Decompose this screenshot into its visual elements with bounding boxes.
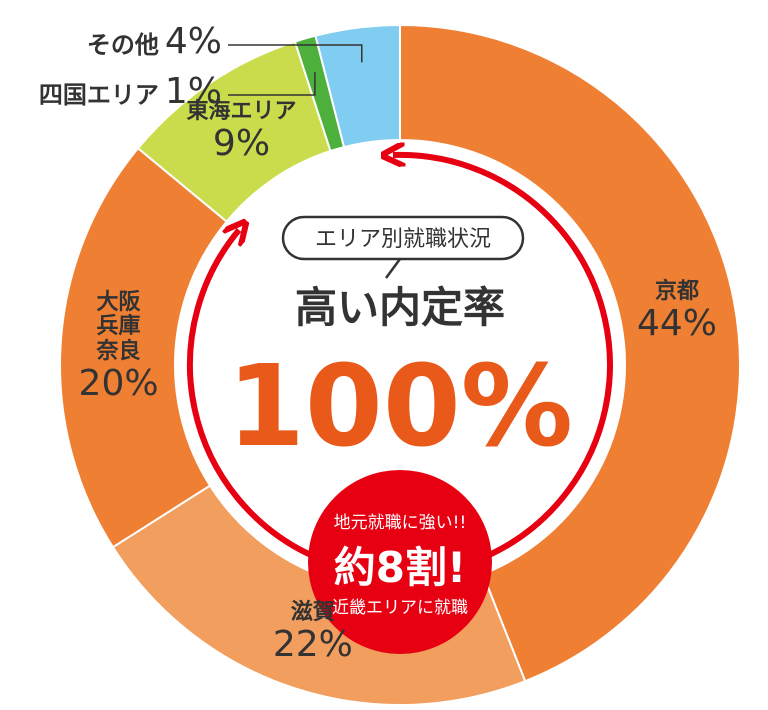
value-label: 20% [78,362,159,404]
segment [59,146,229,549]
leader-line [228,44,363,63]
category-label: 東海エリア [186,98,297,124]
value-label: 22% [272,624,353,666]
value-label: 9% [212,123,271,165]
value-label: 4% [164,21,222,62]
segment-label: 東海エリア 9% [186,98,297,165]
segment-label: 大阪 兵庫 奈良 20% [78,290,159,404]
badge: エリア別就職状況 [315,227,491,252]
category-label: 京都 [654,279,700,305]
outside-label: その他 4% [87,21,222,62]
rate: 100% [227,342,573,472]
callout-top: 地元就職に強い!! [334,513,467,533]
callout-circle [308,470,492,654]
badge-frame [281,215,525,261]
category-label: 四国エリア [38,81,159,109]
value-label: 1% [164,71,222,112]
leader-line [228,72,316,96]
category-label: その他 [86,31,159,59]
category-label: 大阪 兵庫 奈良 [96,290,141,364]
callout-main: 約8割! [334,543,466,592]
value-label: 44% [636,303,718,345]
badge-tail [384,258,402,279]
donut [59,23,741,706]
segment-label: 京都 44% [637,280,717,344]
category-label: 滋賀 [290,600,335,626]
outside-label: 四国エリア 1% [39,71,222,112]
headline: 高い内定率 [295,283,505,332]
cycle-arrow [186,155,613,578]
callout-bottom: 近畿エリアに就職 [332,598,468,618]
segment [399,23,741,683]
segment-label: 滋賀 22% [273,601,353,665]
